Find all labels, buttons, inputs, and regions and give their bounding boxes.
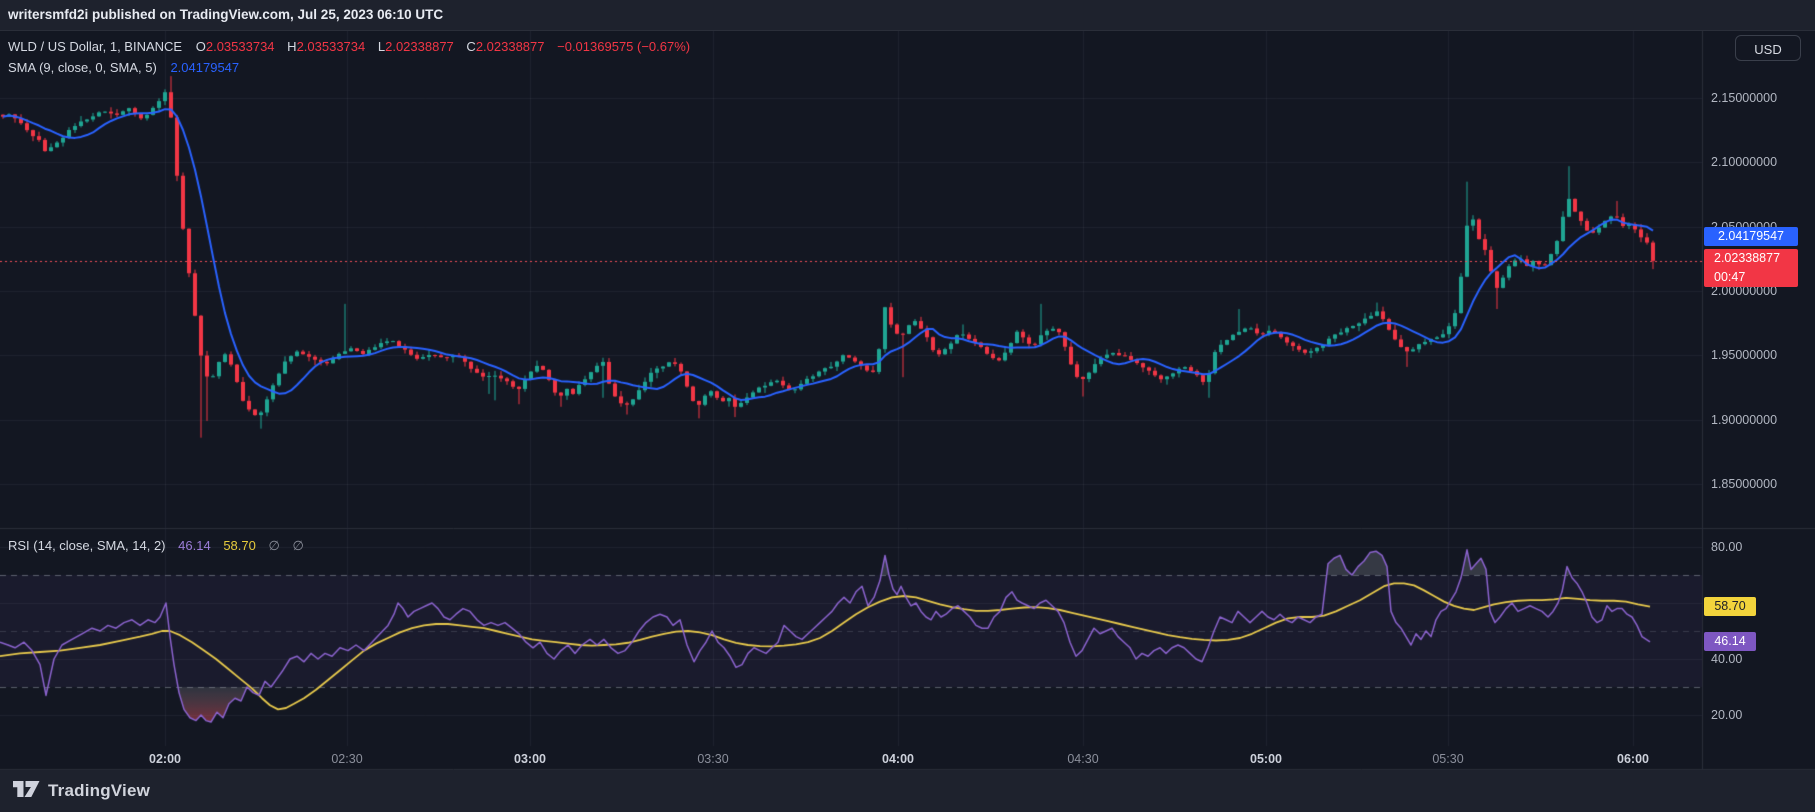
time-axis-label: 03:00 (514, 752, 546, 766)
last-price-value: 2.02338877 (1714, 250, 1781, 265)
time-axis-label: 02:00 (149, 752, 181, 766)
price-axis-label: 1.85000000 (1711, 476, 1778, 491)
chart-canvas[interactable] (0, 31, 1815, 771)
sma-value: 2.04179547 (170, 60, 240, 75)
rsi-ma-value: 58.70 (223, 538, 256, 553)
rsi-ma-badge-value: 58.70 (1714, 598, 1746, 613)
time-axis-label: 05:00 (1250, 752, 1282, 766)
publish-bar: writersmfd2i published on TradingView.co… (0, 0, 1815, 30)
time-axis-label: 04:30 (1067, 752, 1099, 766)
price-axis-label: 2.15000000 (1711, 91, 1778, 105)
symbol-legend-row[interactable]: WLD / US Dollar, 1, BINANCE O2.03533734 … (8, 38, 690, 56)
tradingview-brand[interactable]: TradingView (13, 781, 150, 801)
ohlc-open: O2.03533734 (195, 39, 275, 54)
time-axis-label: 04:00 (882, 752, 914, 766)
ohlc-close: C2.02338877 (466, 39, 545, 54)
price-axis-label: 1.95000000 (1711, 348, 1778, 363)
ohlc-low: L2.02338877 (377, 39, 454, 54)
time-axis-label: 06:00 (1617, 752, 1649, 766)
rsi-label: RSI (14, close, SMA, 14, 2) (8, 538, 166, 553)
last-price-badge: 2.02338877 00:47 (1704, 248, 1798, 287)
sma-legend-row[interactable]: SMA (9, close, 0, SMA, 5) 2.04179547 (8, 59, 690, 77)
publish-text: writersmfd2i published on TradingView.co… (8, 7, 444, 22)
time-axis-label: 02:30 (331, 752, 363, 766)
rsi-axis-label: 20.00 (1711, 708, 1743, 722)
rsi-value: 46.14 (178, 538, 211, 553)
footer-bar: TradingView (0, 770, 1815, 812)
price-axis-label: 2.00000000 (1711, 283, 1778, 298)
currency-toggle-button[interactable]: USD (1735, 35, 1801, 61)
tradingview-logo-icon (13, 781, 40, 797)
sma-price-badge: 2.04179547 (1704, 227, 1798, 247)
ohlc-high: H2.03533734 (287, 39, 366, 54)
price-axis-label: 1.90000000 (1711, 412, 1778, 427)
rsi-axis-label: 40.00 (1711, 652, 1743, 666)
sma-badge-value: 2.04179547 (1717, 229, 1785, 244)
rsi-pane-legend[interactable]: RSI (14, close, SMA, 14, 2) 46.14 58.70 … (8, 538, 313, 554)
rsi-badge-value: 46.14 (1714, 633, 1746, 648)
time-axis-label: 03:30 (697, 752, 729, 766)
symbol-title: WLD / US Dollar, 1, BINANCE (8, 39, 183, 54)
bar-countdown: 00:47 (1714, 269, 1746, 284)
brand-name: TradingView (48, 781, 151, 800)
time-axis-label: 05:30 (1432, 752, 1464, 766)
sma-label: SMA (9, close, 0, SMA, 5) (8, 60, 157, 75)
empty-set-icon: ∅ (268, 538, 280, 553)
chart-widget: WLD / US Dollar, 1, BINANCE O2.03533734 … (0, 30, 1815, 771)
rsi-ma-badge: 58.70 (1704, 596, 1756, 616)
change-value: −0.01369575 (−0.67%) (557, 39, 691, 54)
price-axis-label: 2.10000000 (1711, 155, 1778, 170)
empty-set-icon: ∅ (292, 538, 304, 553)
main-pane-legend: WLD / US Dollar, 1, BINANCE O2.03533734 … (8, 38, 690, 77)
rsi-badge: 46.14 (1704, 631, 1756, 651)
rsi-axis-label: 80.00 (1711, 540, 1743, 554)
